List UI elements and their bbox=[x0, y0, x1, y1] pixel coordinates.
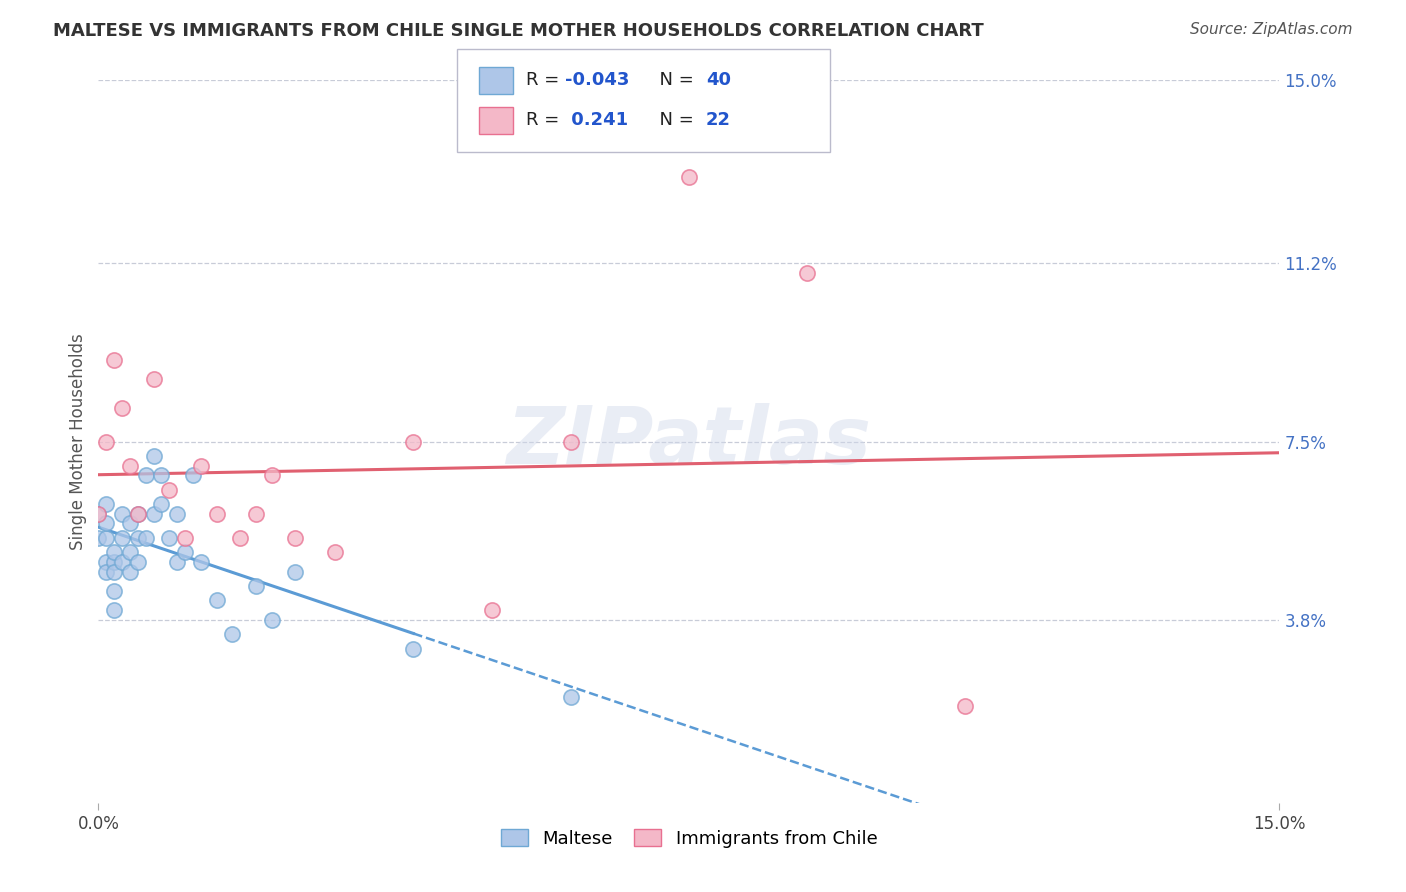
Text: 40: 40 bbox=[706, 71, 731, 89]
Text: ZIPatlas: ZIPatlas bbox=[506, 402, 872, 481]
Point bbox=[127, 507, 149, 521]
Text: N =: N = bbox=[648, 71, 700, 89]
Point bbox=[103, 565, 125, 579]
Text: R =: R = bbox=[526, 112, 565, 129]
Point bbox=[150, 497, 173, 511]
Point bbox=[157, 531, 180, 545]
Point bbox=[166, 507, 188, 521]
Point bbox=[96, 565, 118, 579]
Point bbox=[190, 555, 212, 569]
Point bbox=[111, 507, 134, 521]
Point bbox=[103, 603, 125, 617]
Point bbox=[87, 507, 110, 521]
Point bbox=[103, 545, 125, 559]
Point bbox=[111, 531, 134, 545]
Point bbox=[284, 531, 307, 545]
Point bbox=[323, 545, 346, 559]
Point bbox=[142, 449, 165, 463]
Point bbox=[166, 555, 188, 569]
Point bbox=[560, 690, 582, 704]
Point bbox=[402, 434, 425, 449]
Point bbox=[796, 266, 818, 280]
Point bbox=[96, 434, 118, 449]
Point bbox=[150, 468, 173, 483]
Point bbox=[87, 507, 110, 521]
Point bbox=[103, 583, 125, 598]
Point bbox=[678, 169, 700, 184]
Point bbox=[118, 545, 141, 559]
Y-axis label: Single Mother Households: Single Mother Households bbox=[69, 334, 87, 549]
Point bbox=[245, 507, 267, 521]
Point bbox=[157, 483, 180, 497]
Text: 22: 22 bbox=[706, 112, 731, 129]
Point bbox=[560, 434, 582, 449]
Point bbox=[118, 516, 141, 531]
Point bbox=[111, 555, 134, 569]
Text: N =: N = bbox=[648, 112, 700, 129]
Point bbox=[205, 593, 228, 607]
Point bbox=[118, 565, 141, 579]
Point bbox=[402, 641, 425, 656]
Point bbox=[245, 579, 267, 593]
Point bbox=[142, 507, 165, 521]
Point bbox=[96, 531, 118, 545]
Point bbox=[96, 497, 118, 511]
Point bbox=[284, 565, 307, 579]
Point bbox=[103, 352, 125, 367]
Point bbox=[142, 372, 165, 386]
Point bbox=[127, 507, 149, 521]
Point bbox=[953, 699, 976, 714]
Point bbox=[174, 545, 197, 559]
Point bbox=[127, 531, 149, 545]
Point bbox=[96, 555, 118, 569]
Text: -0.043: -0.043 bbox=[565, 71, 630, 89]
Point bbox=[174, 531, 197, 545]
Point bbox=[87, 531, 110, 545]
Point bbox=[111, 401, 134, 415]
Point bbox=[229, 531, 252, 545]
Text: 0.241: 0.241 bbox=[565, 112, 628, 129]
Text: R =: R = bbox=[526, 71, 565, 89]
Point bbox=[205, 507, 228, 521]
Point bbox=[135, 531, 157, 545]
Text: MALTESE VS IMMIGRANTS FROM CHILE SINGLE MOTHER HOUSEHOLDS CORRELATION CHART: MALTESE VS IMMIGRANTS FROM CHILE SINGLE … bbox=[53, 22, 984, 40]
Point bbox=[481, 603, 503, 617]
Point bbox=[96, 516, 118, 531]
Point bbox=[103, 555, 125, 569]
Point bbox=[181, 468, 204, 483]
Legend: Maltese, Immigrants from Chile: Maltese, Immigrants from Chile bbox=[494, 822, 884, 855]
Point bbox=[260, 613, 283, 627]
Point bbox=[118, 458, 141, 473]
Point bbox=[190, 458, 212, 473]
Point bbox=[127, 555, 149, 569]
Point bbox=[260, 468, 283, 483]
Point bbox=[135, 468, 157, 483]
Point bbox=[221, 627, 243, 641]
Text: Source: ZipAtlas.com: Source: ZipAtlas.com bbox=[1189, 22, 1353, 37]
